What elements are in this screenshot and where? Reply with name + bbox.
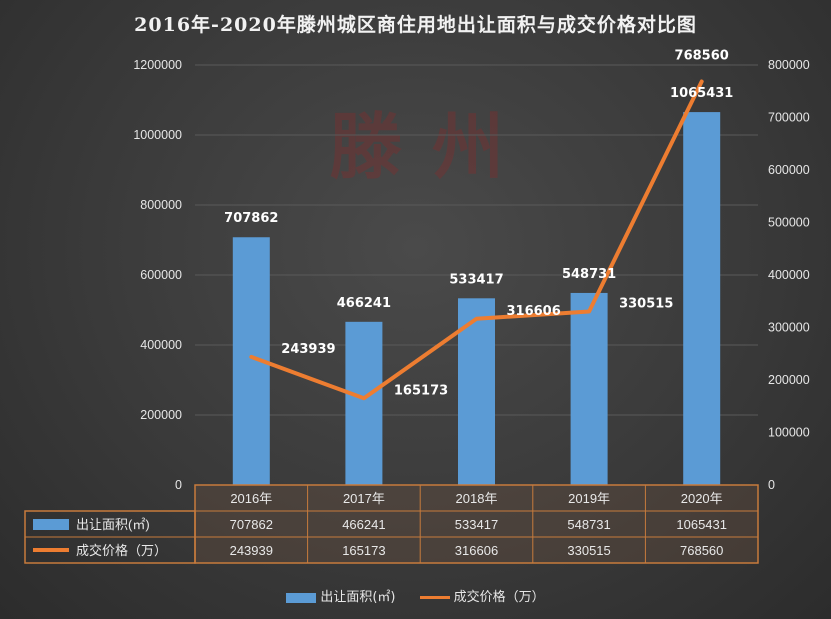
right-tick-label: 800000 (768, 58, 810, 72)
right-tick-label: 0 (768, 478, 775, 492)
left-tick-label: 600000 (140, 268, 182, 282)
left-tick-label: 1000000 (133, 128, 182, 142)
table-area-value: 466241 (342, 517, 385, 532)
table-category: 2018年 (456, 491, 498, 506)
legend-label-price: 成交价格（万） (453, 590, 545, 605)
table-area-value: 548731 (567, 517, 610, 532)
chart-title: 2016年-2020年滕州城区商住用地出让面积与成交价格对比图 (134, 14, 697, 36)
left-tick-label: 1200000 (133, 58, 182, 72)
data-labels: 707862 466241 533417 548731 1065431 243939 165… (224, 49, 733, 399)
data-table: 2016年 707862 243939 2017年 466241 165173 2018年 5… (24, 484, 759, 564)
right-tick-label: 200000 (768, 373, 810, 387)
bar (683, 112, 721, 485)
table-price-value: 330515 (567, 543, 610, 558)
left-tick-label: 0 (175, 478, 182, 492)
left-tick-label: 200000 (140, 408, 182, 422)
table-series-label: 出让面积(㎡) (76, 517, 150, 532)
table-category: 2020年 (681, 491, 723, 506)
table-area-value: 1065431 (676, 517, 727, 532)
bar-data-label: 533417 (449, 272, 503, 287)
line-series (249, 79, 704, 401)
legend-item-price: 成交价格（万） (419, 586, 545, 605)
price-line (249, 79, 704, 401)
left-tick-label: 400000 (140, 338, 182, 352)
table-category: 2017年 (343, 491, 385, 506)
table-category: 2019年 (568, 491, 610, 506)
legend: 出让面积(㎡) 成交价格（万） (0, 586, 831, 605)
legend-line-swatch (419, 596, 450, 599)
line-data-label: 165173 (394, 383, 448, 398)
table-price-value: 243939 (230, 543, 273, 558)
table-area-value: 533417 (455, 517, 498, 532)
bar-data-label: 1065431 (670, 86, 733, 101)
bar-data-label: 466241 (337, 296, 391, 311)
right-tick-label: 100000 (768, 426, 810, 440)
line-data-label: 243939 (281, 342, 335, 357)
right-tick-label: 300000 (768, 321, 810, 335)
legend-label-area: 出让面积(㎡) (320, 590, 396, 605)
table-area-value: 707862 (230, 517, 273, 532)
bar-data-label: 707862 (224, 211, 278, 226)
table-line-swatch (33, 548, 69, 552)
left-tick-label: 800000 (140, 198, 182, 212)
table-price-value: 768560 (680, 543, 723, 558)
bar (345, 321, 383, 485)
right-tick-label: 700000 (768, 111, 810, 125)
right-tick-label: 400000 (768, 268, 810, 282)
right-tick-label: 500000 (768, 216, 810, 230)
table-category: 2016年 (230, 491, 272, 506)
watermark: 滕州 (330, 104, 534, 189)
bar (570, 292, 608, 485)
right-tick-label: 600000 (768, 163, 810, 177)
right-axis: 0 100000 200000 300000 400000 500000 600000 700… (768, 58, 810, 492)
line-data-label: 316606 (507, 304, 561, 319)
left-axis: 0 200000 400000 600000 800000 1000000 1200000 (133, 58, 182, 492)
legend-bar-swatch (286, 592, 317, 603)
legend-item-area: 出让面积(㎡) (286, 586, 396, 605)
table-series-label: 成交价格（万） (76, 543, 167, 558)
table-price-value: 316606 (455, 543, 498, 558)
line-data-label: 768560 (675, 49, 729, 64)
table-bar-swatch (33, 519, 69, 530)
table-price-value: 165173 (342, 543, 385, 558)
line-data-label: 330515 (619, 296, 673, 311)
bar-data-label: 548731 (562, 267, 616, 282)
